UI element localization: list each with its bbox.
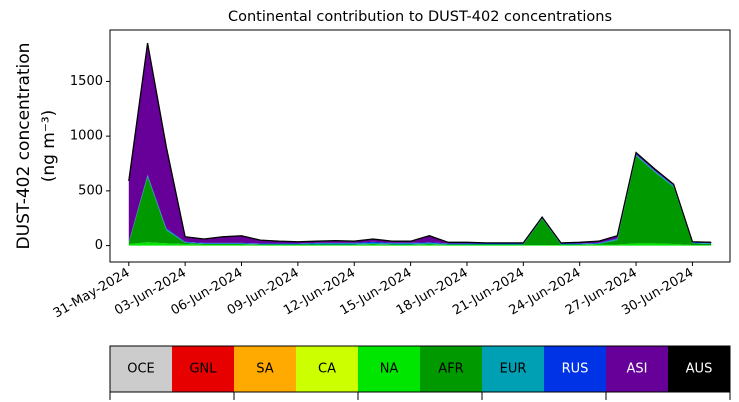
y-tick-label: 500 bbox=[78, 183, 103, 198]
legend-label: EUR bbox=[500, 362, 527, 377]
legend-label: NA bbox=[380, 362, 399, 377]
legend-label: GNL bbox=[189, 362, 217, 377]
legend-swatch bbox=[482, 346, 544, 392]
legend: OCE GNL SA CA NA AFR EUR RUS ASI AUS bbox=[110, 346, 730, 392]
legend-label: AUS bbox=[686, 362, 713, 377]
area bbox=[128, 155, 712, 246]
y-tick-label: 1000 bbox=[70, 129, 103, 144]
legend-swatch bbox=[296, 346, 358, 392]
legend-swatch bbox=[668, 346, 730, 392]
y-axis-label: DUST-402 concentration bbox=[14, 43, 34, 250]
legend-label: ASI bbox=[627, 362, 648, 377]
legend-label: SA bbox=[256, 362, 273, 377]
plot-frame bbox=[109, 29, 731, 263]
legend-label: CA bbox=[318, 362, 336, 377]
legend-swatch bbox=[172, 346, 234, 392]
legend-ticks bbox=[109, 392, 731, 400]
area bbox=[128, 43, 712, 244]
legend-label: AFR bbox=[438, 362, 463, 377]
legend-frame bbox=[109, 345, 731, 393]
y-tick-label: 0 bbox=[95, 238, 103, 253]
legend-swatch bbox=[358, 346, 420, 392]
legend-swatch bbox=[420, 346, 482, 392]
legend-swatch bbox=[110, 346, 172, 392]
y-tick-label: 1500 bbox=[70, 74, 103, 89]
legend-swatch bbox=[544, 346, 606, 392]
plot-area bbox=[128, 43, 712, 246]
area bbox=[128, 242, 712, 246]
legend-label: OCE bbox=[127, 362, 155, 377]
legend-swatch bbox=[234, 346, 296, 392]
chart-title: Continental contribution to DUST-402 con… bbox=[228, 9, 612, 25]
y-axis-label: (ng m⁻³) bbox=[39, 110, 59, 183]
legend-swatch bbox=[606, 346, 668, 392]
legend-label: RUS bbox=[562, 362, 589, 377]
